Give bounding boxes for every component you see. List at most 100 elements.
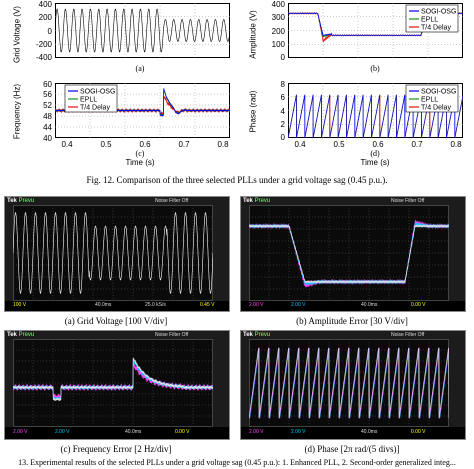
panel-a-ylabel: Grid Voltage (V)	[12, 6, 22, 63]
scope-c-footer: 2.00 V 2.00 V 40.0ms 0.00 V	[5, 427, 229, 439]
figure-12-caption: Fig. 12. Comparison of the three selecte…	[86, 175, 388, 185]
scope-a-footer-time: 40.0ms	[95, 302, 112, 308]
scope-c-waveform	[13, 339, 213, 427]
scope-b-footer-time: 40.0ms	[361, 302, 378, 308]
scope-d-status: Prevu	[254, 332, 271, 338]
scope-c-caption: (c) Frequency Error [2 Hz/div]	[60, 444, 172, 454]
scope-c-brand: Tek Prevu	[7, 332, 34, 338]
scope-d-footer: 2.00 V 2.00 V 40.0ms 0.00 V	[241, 427, 465, 439]
phase-trace	[288, 94, 463, 138]
scope-b-brand: Tek Prevu	[243, 198, 270, 204]
panel-c-label: (c)	[135, 149, 145, 158]
scope-c-screen: Tek Prevu Noise Filter Off 2.00 V 2.00 V…	[4, 330, 230, 440]
scope-d-brand-text: Tek	[243, 332, 253, 338]
panel-b-ytick: 100	[271, 40, 285, 49]
panel-c-xtick: 0.6	[139, 140, 151, 149]
legend-entry: T/4 Delay	[421, 25, 451, 32]
scope-a-brand: Tek Prevu	[7, 198, 34, 204]
panel-c-xtick: 0.5	[100, 140, 112, 149]
grid-voltage-trace	[55, 8, 230, 53]
panel-c-ytick: 56	[43, 90, 52, 99]
scope-a-screen: Tek Prevu Noise Filter Off 100 V 40.0ms …	[4, 196, 230, 312]
scope-d-footer-ch3: 2.00 V	[249, 429, 264, 435]
scope-d-footer-trig: 0.00 V	[411, 429, 426, 435]
panel-c-xtick: 0.8	[217, 140, 229, 149]
scope-c-footer-ch3: 2.00 V	[13, 429, 28, 435]
panel-c-ytick: 40	[43, 134, 52, 143]
panel-c-ytick: 44	[43, 123, 52, 132]
scope-d-trace-3	[249, 347, 449, 419]
scope-a-waveform	[13, 205, 213, 301]
panel-a-ytick: -400	[35, 53, 52, 62]
scope-b-footer: 2.00 V 2.00 V 40.0ms 0.00 V	[241, 301, 465, 311]
scope-b-footer-ch2: 2.00 V	[291, 302, 306, 308]
scope-c-footer-trig: 0.00 V	[175, 429, 190, 435]
scope-c-trigger: Noise Filter Off	[155, 332, 189, 338]
panel-c-xtick: 0.4	[61, 140, 73, 149]
panel-d-xtick: 0.5	[333, 140, 345, 149]
panel-b-ytick: 300	[271, 13, 285, 22]
figure-13-caption: 13. Experimental results of the selected…	[18, 458, 456, 467]
panel-a-label: (a)	[135, 64, 145, 73]
scope-b-footer-trig: 0.00 V	[411, 302, 426, 308]
legend-entry: T/4 Delay	[80, 105, 110, 112]
panel-b-ytick: 400	[271, 0, 285, 9]
panel-c-ytick: 48	[43, 112, 52, 121]
legend-entry: SOGI-OSG	[421, 9, 456, 16]
scope-a-footer-rate: 25.0 kS/s	[145, 302, 166, 308]
panel-a-ytick: 400	[38, 0, 52, 9]
scope-d-trace-1	[249, 347, 449, 419]
legend-entry: EPLL	[80, 97, 97, 104]
scope-d-screen: Tek Prevu Noise Filter Off 2.00 V 2.00 V…	[240, 330, 466, 440]
panel-d-xtick: 0.7	[411, 140, 423, 149]
scope-c-footer-time: 40.0ms	[125, 429, 142, 435]
scope-a-caption: (a) Grid Voltage [100 V/div]	[64, 316, 168, 326]
panel-d-ytick: 4	[280, 107, 285, 116]
panel-b-ytick: 0	[280, 53, 285, 62]
panel-a-ytick: -200	[35, 40, 52, 49]
panel-d-xtick: 0.4	[294, 140, 306, 149]
panel-a-ytick: 0	[47, 27, 52, 36]
scope-d-footer-ch2: 2.00 V	[291, 429, 306, 435]
scope-b-trace-3	[249, 224, 449, 284]
panel-d-xtick: 0.8	[450, 140, 462, 149]
legend-entry: SOGI-OSG	[80, 89, 115, 96]
scope-b-waveform	[249, 205, 449, 301]
panel-d-ytick: 8	[280, 80, 285, 89]
panel-c-ylabel: Frequency (Hz)	[12, 83, 22, 140]
panel-b-ylabel: Amplitude (V)	[248, 10, 258, 59]
scope-a-trigger: Noise Filter Off	[155, 198, 189, 204]
panel-c-ytick: 52	[43, 101, 52, 110]
scope-a-status: Prevu	[18, 198, 35, 204]
scope-b-brand-text: Tek	[243, 198, 253, 204]
scope-a-footer: 100 V 40.0ms 25.0 kS/s 0.45 V	[5, 301, 229, 311]
legend-entry: EPLL	[421, 97, 438, 104]
panel-c-xtick: 0.7	[178, 140, 190, 149]
scope-a-footer-ch1: 100 V	[13, 302, 27, 308]
legend-entry: T/4 Delay	[421, 105, 451, 112]
scope-a-brand-text: Tek	[7, 198, 17, 204]
panel-a-plot	[55, 3, 230, 58]
scope-d-caption: (d) Phase [2π rad/(5 divs)]	[304, 444, 400, 454]
panel-d-xtick: 0.6	[372, 140, 384, 149]
scope-c-trace-3	[13, 357, 213, 402]
scope-c-status: Prevu	[18, 332, 35, 338]
panel-d-ytick: 6	[280, 93, 285, 102]
scope-d-trace-2	[249, 347, 449, 419]
panel-b-label: (b)	[370, 64, 380, 73]
panel-d-xlabel: Time (s)	[360, 158, 390, 167]
panel-d-ylabel: Phase (rad)	[248, 90, 258, 133]
panel-d-ytick: 0	[280, 133, 285, 142]
panel-d-label: (d)	[370, 149, 380, 158]
scope-b-caption: (b) Amplitude Error [30 V/div]	[296, 316, 408, 326]
scope-d-brand: Tek Prevu	[243, 332, 270, 338]
panel-c-ytick: 60	[43, 80, 52, 89]
panel-c-xlabel: Time (s)	[125, 158, 155, 167]
panel-b-ytick: 200	[271, 27, 285, 36]
scope-c-brand-text: Tek	[7, 332, 17, 338]
legend-entry: EPLL	[421, 17, 438, 24]
panel-a-ytick: 200	[38, 13, 52, 22]
